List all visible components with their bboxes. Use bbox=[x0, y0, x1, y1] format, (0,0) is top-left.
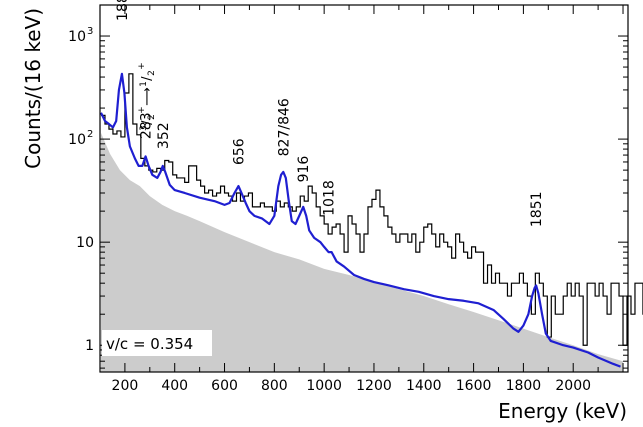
x-axis-title: Energy (keV) bbox=[498, 399, 627, 423]
background-area bbox=[100, 132, 624, 372]
y-tick-label: 10 bbox=[68, 29, 86, 45]
peak-label: 188 bbox=[115, 0, 131, 21]
y-tick-label: 1 bbox=[85, 338, 94, 354]
x-tick-label: 1000 bbox=[306, 378, 342, 394]
peak-label: 827/846 bbox=[276, 98, 292, 156]
transition-label-part: + bbox=[137, 62, 147, 70]
peak-label: 283 bbox=[139, 112, 155, 139]
x-tick-label: 1200 bbox=[356, 378, 392, 394]
x-tick-label: 2000 bbox=[555, 378, 591, 394]
fit-curve-layer bbox=[100, 72, 621, 368]
transition-label-part: + bbox=[137, 106, 147, 114]
vc-annotation: v/c = 0.354 bbox=[106, 335, 193, 353]
transition-label-part: 2 bbox=[147, 70, 157, 76]
y-axis-title: Counts/(16 keV) bbox=[21, 8, 45, 169]
x-tick-label: 200 bbox=[112, 378, 139, 394]
peak-label: 916 bbox=[296, 156, 312, 183]
transition-label-part: 2 bbox=[147, 114, 157, 120]
plot-border bbox=[99, 4, 629, 373]
vc-annotation-box bbox=[102, 330, 212, 356]
plot-frame bbox=[99, 4, 629, 373]
transition-label-part: 3 bbox=[139, 125, 149, 131]
annotations: 3/2+⟶1/2+v/c = 0.354 bbox=[102, 62, 212, 356]
y-tick-label: 10 bbox=[68, 132, 86, 148]
x-tick-label: 1600 bbox=[456, 378, 492, 394]
transition-label-part: ⟶ bbox=[140, 87, 155, 106]
peak-label: 352 bbox=[156, 122, 172, 149]
fit-curve bbox=[100, 72, 621, 368]
x-tick-label: 400 bbox=[161, 378, 188, 394]
x-tick-label: 800 bbox=[261, 378, 288, 394]
y-tick-exponent: 3 bbox=[87, 26, 93, 37]
peak-label: 1851 bbox=[529, 191, 545, 227]
y-tick-exponent: 2 bbox=[87, 129, 93, 140]
x-axis-ticks: 200 400 600 800 1000 1200 1400 1600 1800 2000 bbox=[99, 5, 624, 394]
transition-label-part: / bbox=[140, 120, 155, 125]
data-histogram bbox=[100, 73, 643, 346]
y-tick-label: 10 bbox=[76, 235, 94, 251]
x-tick-label: 600 bbox=[211, 378, 238, 394]
transition-label-part: / bbox=[140, 76, 155, 81]
transition-label-part: 1 bbox=[139, 81, 149, 87]
background-area-layer bbox=[100, 132, 624, 372]
transition-label: 3/2+⟶1/2+ bbox=[137, 62, 157, 131]
peak-label: 656 bbox=[231, 138, 247, 165]
data-histogram-layer bbox=[100, 73, 643, 346]
x-tick-label: 1400 bbox=[406, 378, 442, 394]
peak-label: 1018 bbox=[322, 180, 338, 216]
x-tick-label: 1800 bbox=[506, 378, 542, 394]
